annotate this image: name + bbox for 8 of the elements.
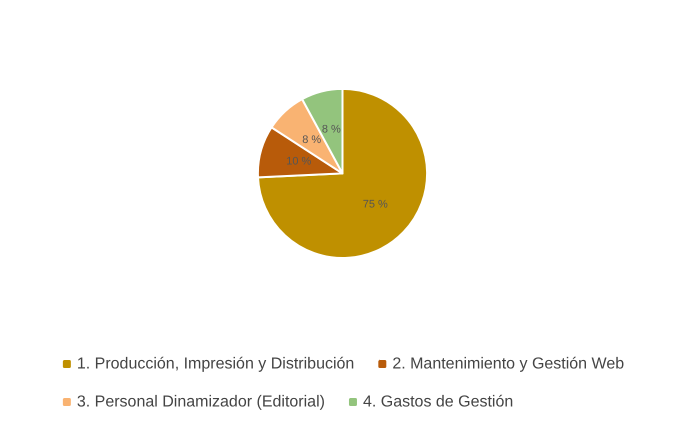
data-label: 10 % xyxy=(286,156,312,168)
legend-label: 2. Mantenimiento y Gestión Web xyxy=(392,356,624,372)
legend-label: 1. Producción, Impresión y Distribución xyxy=(76,356,354,372)
data-label: 8 % xyxy=(322,124,342,136)
data-label: 8 % xyxy=(302,134,322,146)
data-label: 75 % xyxy=(362,198,388,211)
legend-label: 3. Personal Dinamizador (Editorial) xyxy=(76,394,325,410)
legend-label: 4. Gastos de Gestión xyxy=(362,394,514,410)
